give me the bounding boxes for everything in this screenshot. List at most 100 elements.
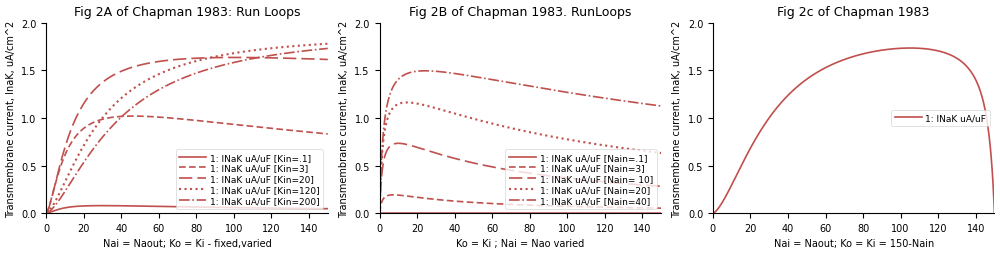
1: INaK uA/uF [Kin=120]: (150, 1.78): INaK uA/uF [Kin=120]: (150, 1.78) xyxy=(322,43,334,46)
Line: 1: INaK uA/uF [Kin=200]: 1: INaK uA/uF [Kin=200] xyxy=(46,49,328,213)
Title: Fig 2A of Chapman 1983: Run Loops: Fig 2A of Chapman 1983: Run Loops xyxy=(74,6,300,19)
1: INaK uA/uF [Kin=3]: (26.5, 0.965): INaK uA/uF [Kin=3]: (26.5, 0.965) xyxy=(90,120,102,123)
Line: 1: INaK uA/uF [Kin=120]: 1: INaK uA/uF [Kin=120] xyxy=(46,44,328,213)
Line: 1: INaK uA/uF [Nain=40]: 1: INaK uA/uF [Nain=40] xyxy=(380,72,661,213)
1: INaK uA/uF [Kin=3]: (46.1, 1.02): INaK uA/uF [Kin=3]: (46.1, 1.02) xyxy=(127,115,139,118)
1: INaK uA/uF: (88.4, 1.71): INaK uA/uF: (88.4, 1.71) xyxy=(873,50,885,53)
1: INaK uA/uF [Nain=.1]: (88.6, 0.000497): INaK uA/uF [Nain=.1]: (88.6, 0.000497) xyxy=(540,212,552,215)
1: INaK uA/uF [Nain=3]: (38.8, 0.129): INaK uA/uF [Nain=3]: (38.8, 0.129) xyxy=(446,200,458,203)
1: INaK uA/uF [Kin=200]: (100, 1.59): INaK uA/uF [Kin=200]: (100, 1.59) xyxy=(228,62,240,65)
1: INaK uA/uF [Kin=.1]: (150, 0.0471): INaK uA/uF [Kin=.1]: (150, 0.0471) xyxy=(322,207,334,210)
1: INaK uA/uF: (100, 1.73): INaK uA/uF: (100, 1.73) xyxy=(895,47,907,51)
1: INaK uA/uF [Nain=3]: (68.1, 0.0935): INaK uA/uF [Nain=3]: (68.1, 0.0935) xyxy=(501,203,513,206)
Line: 1: INaK uA/uF [Kin=20]: 1: INaK uA/uF [Kin=20] xyxy=(46,58,328,213)
1: INaK uA/uF [Kin=20]: (88.4, 1.63): INaK uA/uF [Kin=20]: (88.4, 1.63) xyxy=(206,57,218,60)
1: INaK uA/uF [Kin=120]: (88.4, 1.64): INaK uA/uF [Kin=120]: (88.4, 1.64) xyxy=(206,56,218,59)
1: INaK uA/uF [Nain=20]: (38.8, 1.05): INaK uA/uF [Nain=20]: (38.8, 1.05) xyxy=(446,112,458,115)
1: INaK uA/uF [Nain= 10]: (100, 0.368): INaK uA/uF [Nain= 10]: (100, 0.368) xyxy=(562,177,574,180)
1: INaK uA/uF [Kin=3]: (68.1, 0.997): INaK uA/uF [Kin=3]: (68.1, 0.997) xyxy=(168,117,180,120)
X-axis label: Nai = Naout; Ko = Ki - fixed,varied: Nai = Naout; Ko = Ki - fixed,varied xyxy=(103,239,271,248)
Line: 1: INaK uA/uF [Nain=3]: 1: INaK uA/uF [Nain=3] xyxy=(380,195,661,213)
1: INaK uA/uF [Nain=40]: (68.1, 1.38): INaK uA/uF [Nain=40]: (68.1, 1.38) xyxy=(501,82,513,85)
1: INaK uA/uF [Nain=3]: (26.8, 0.151): INaK uA/uF [Nain=3]: (26.8, 0.151) xyxy=(424,198,436,201)
Y-axis label: Transmembrane current, InaK, uA/cm^2: Transmembrane current, InaK, uA/cm^2 xyxy=(672,20,682,217)
1: INaK uA/uF [Kin=120]: (0, 0): INaK uA/uF [Kin=120]: (0, 0) xyxy=(40,212,52,215)
1: INaK uA/uF [Kin=20]: (150, 1.62): INaK uA/uF [Kin=20]: (150, 1.62) xyxy=(322,59,334,62)
X-axis label: Ko = Ki ; Nai = Nao varied: Ko = Ki ; Nai = Nao varied xyxy=(456,239,584,248)
1: INaK uA/uF [Kin=200]: (88.4, 1.53): INaK uA/uF [Kin=200]: (88.4, 1.53) xyxy=(206,67,218,70)
1: INaK uA/uF [Nain=40]: (26.8, 1.5): INaK uA/uF [Nain=40]: (26.8, 1.5) xyxy=(424,70,436,73)
Line: 1: INaK uA/uF [Kin=3]: 1: INaK uA/uF [Kin=3] xyxy=(46,117,328,213)
1: INaK uA/uF [Nain=20]: (100, 0.774): INaK uA/uF [Nain=20]: (100, 0.774) xyxy=(562,138,574,141)
1: INaK uA/uF [Kin=.1]: (88.6, 0.0618): INaK uA/uF [Kin=.1]: (88.6, 0.0618) xyxy=(207,206,219,209)
1: INaK uA/uF [Kin=200]: (67.9, 1.38): INaK uA/uF [Kin=200]: (67.9, 1.38) xyxy=(168,81,180,84)
1: INaK uA/uF [Nain=20]: (88.6, 0.817): INaK uA/uF [Nain=20]: (88.6, 0.817) xyxy=(540,134,552,137)
1: INaK uA/uF [Kin=120]: (100, 1.68): INaK uA/uF [Kin=120]: (100, 1.68) xyxy=(228,52,240,55)
1: INaK uA/uF: (0, 0): INaK uA/uF: (0, 0) xyxy=(707,212,719,215)
1: INaK uA/uF [Nain=20]: (68.1, 0.903): INaK uA/uF [Nain=20]: (68.1, 0.903) xyxy=(501,126,513,129)
1: INaK uA/uF [Kin=200]: (26.5, 0.714): INaK uA/uF [Kin=200]: (26.5, 0.714) xyxy=(90,144,102,147)
1: INaK uA/uF [Kin=.1]: (0, 0): INaK uA/uF [Kin=.1]: (0, 0) xyxy=(40,212,52,215)
1: INaK uA/uF: (38.6, 1.21): INaK uA/uF: (38.6, 1.21) xyxy=(779,97,791,100)
1: INaK uA/uF [Kin=20]: (26.5, 1.32): INaK uA/uF [Kin=20]: (26.5, 1.32) xyxy=(90,87,102,90)
1: INaK uA/uF [Kin=20]: (67.9, 1.61): INaK uA/uF [Kin=20]: (67.9, 1.61) xyxy=(168,59,180,62)
Legend: 1: INaK uA/uF [Kin=.1], 1: INaK uA/uF [Kin=3], 1: INaK uA/uF [Kin=20], 1: INaK u: 1: INaK uA/uF [Kin=.1], 1: INaK uA/uF [K… xyxy=(176,150,323,209)
Title: Fig 2B of Chapman 1983. RunLoops: Fig 2B of Chapman 1983. RunLoops xyxy=(409,6,632,19)
1: INaK uA/uF [Kin=20]: (113, 1.63): INaK uA/uF [Kin=20]: (113, 1.63) xyxy=(253,57,265,60)
1: INaK uA/uF [Kin=20]: (0, 0): INaK uA/uF [Kin=20]: (0, 0) xyxy=(40,212,52,215)
1: INaK uA/uF [Nain=.1]: (68.1, 0.000598): INaK uA/uF [Nain=.1]: (68.1, 0.000598) xyxy=(501,212,513,215)
1: INaK uA/uF [Nain=20]: (26.8, 1.12): INaK uA/uF [Nain=20]: (26.8, 1.12) xyxy=(424,106,436,109)
1: INaK uA/uF [Kin=200]: (150, 1.73): INaK uA/uF [Kin=200]: (150, 1.73) xyxy=(322,48,334,51)
Line: 1: INaK uA/uF [Nain= 10]: 1: INaK uA/uF [Nain= 10] xyxy=(380,144,661,213)
1: INaK uA/uF [Nain= 10]: (0, 0): INaK uA/uF [Nain= 10]: (0, 0) xyxy=(374,212,386,215)
Title: Fig 2c of Chapman 1983: Fig 2c of Chapman 1983 xyxy=(777,6,930,19)
1: INaK uA/uF [Nain=3]: (7.26, 0.193): INaK uA/uF [Nain=3]: (7.26, 0.193) xyxy=(387,194,399,197)
1: INaK uA/uF [Nain= 10]: (26.8, 0.651): INaK uA/uF [Nain= 10]: (26.8, 0.651) xyxy=(424,150,436,153)
1: INaK uA/uF [Kin=200]: (38.6, 0.983): INaK uA/uF [Kin=200]: (38.6, 0.983) xyxy=(113,119,125,122)
1: INaK uA/uF [Nain= 10]: (10, 0.734): INaK uA/uF [Nain= 10]: (10, 0.734) xyxy=(392,142,404,145)
1: INaK uA/uF [Nain=3]: (100, 0.0717): INaK uA/uF [Nain=3]: (100, 0.0717) xyxy=(562,205,574,208)
1: INaK uA/uF [Nain=20]: (113, 0.732): INaK uA/uF [Nain=20]: (113, 0.732) xyxy=(586,142,598,146)
1: INaK uA/uF [Nain=3]: (88.6, 0.0784): INaK uA/uF [Nain=3]: (88.6, 0.0784) xyxy=(540,204,552,208)
Line: 1: INaK uA/uF [Kin=.1]: 1: INaK uA/uF [Kin=.1] xyxy=(46,206,328,213)
1: INaK uA/uF [Nain= 10]: (68.1, 0.457): INaK uA/uF [Nain= 10]: (68.1, 0.457) xyxy=(501,168,513,171)
1: INaK uA/uF [Kin=.1]: (113, 0.055): INaK uA/uF [Kin=.1]: (113, 0.055) xyxy=(253,207,265,210)
1: INaK uA/uF [Nain=20]: (150, 0.633): INaK uA/uF [Nain=20]: (150, 0.633) xyxy=(655,152,667,155)
1: INaK uA/uF [Nain=40]: (24.3, 1.5): INaK uA/uF [Nain=40]: (24.3, 1.5) xyxy=(419,70,431,73)
1: INaK uA/uF [Nain= 10]: (88.6, 0.396): INaK uA/uF [Nain= 10]: (88.6, 0.396) xyxy=(540,174,552,177)
1: INaK uA/uF [Nain=.1]: (0, 0): INaK uA/uF [Nain=.1]: (0, 0) xyxy=(374,212,386,215)
Legend: 1: INaK uA/uF: 1: INaK uA/uF xyxy=(891,110,990,127)
X-axis label: Nai = Naout; Ko = Ki = 150-Nain: Nai = Naout; Ko = Ki = 150-Nain xyxy=(774,239,934,248)
Line: 1: INaK uA/uF [Nain=20]: 1: INaK uA/uF [Nain=20] xyxy=(380,103,661,213)
1: INaK uA/uF [Nain=40]: (113, 1.23): INaK uA/uF [Nain=40]: (113, 1.23) xyxy=(586,95,598,98)
1: INaK uA/uF [Nain= 10]: (150, 0.283): INaK uA/uF [Nain= 10]: (150, 0.283) xyxy=(655,185,667,188)
1: INaK uA/uF [Kin=3]: (150, 0.833): INaK uA/uF [Kin=3]: (150, 0.833) xyxy=(322,133,334,136)
1: INaK uA/uF [Kin=3]: (100, 0.932): INaK uA/uF [Kin=3]: (100, 0.932) xyxy=(229,123,241,126)
1: INaK uA/uF [Kin=3]: (88.6, 0.957): INaK uA/uF [Kin=3]: (88.6, 0.957) xyxy=(207,121,219,124)
1: INaK uA/uF [Nain=3]: (150, 0.0528): INaK uA/uF [Nain=3]: (150, 0.0528) xyxy=(655,207,667,210)
1: INaK uA/uF [Nain=20]: (14.5, 1.16): INaK uA/uF [Nain=20]: (14.5, 1.16) xyxy=(401,102,413,105)
1: INaK uA/uF [Kin=.1]: (68.1, 0.0684): INaK uA/uF [Kin=.1]: (68.1, 0.0684) xyxy=(168,205,180,208)
1: INaK uA/uF [Nain=.1]: (26.8, 0.001): INaK uA/uF [Nain=.1]: (26.8, 0.001) xyxy=(424,212,436,215)
Line: 1: INaK uA/uF: 1: INaK uA/uF xyxy=(713,49,994,213)
1: INaK uA/uF [Nain=40]: (88.6, 1.31): INaK uA/uF [Nain=40]: (88.6, 1.31) xyxy=(540,88,552,91)
1: INaK uA/uF [Kin=.1]: (38.8, 0.078): INaK uA/uF [Kin=.1]: (38.8, 0.078) xyxy=(113,204,125,208)
1: INaK uA/uF [Kin=.1]: (30.1, 0.0793): INaK uA/uF [Kin=.1]: (30.1, 0.0793) xyxy=(97,204,109,207)
1: INaK uA/uF [Kin=20]: (38.6, 1.48): INaK uA/uF [Kin=20]: (38.6, 1.48) xyxy=(113,72,125,75)
1: INaK uA/uF [Nain=40]: (38.8, 1.47): INaK uA/uF [Nain=40]: (38.8, 1.47) xyxy=(446,72,458,75)
1: INaK uA/uF [Kin=200]: (0, 0): INaK uA/uF [Kin=200]: (0, 0) xyxy=(40,212,52,215)
1: INaK uA/uF: (113, 1.73): INaK uA/uF: (113, 1.73) xyxy=(919,48,931,51)
1: INaK uA/uF [Kin=20]: (101, 1.64): INaK uA/uF [Kin=20]: (101, 1.64) xyxy=(229,57,241,60)
1: INaK uA/uF [Kin=120]: (113, 1.72): INaK uA/uF [Kin=120]: (113, 1.72) xyxy=(252,49,264,52)
1: INaK uA/uF: (150, 0): INaK uA/uF: (150, 0) xyxy=(988,212,1000,215)
1: INaK uA/uF [Kin=120]: (38.6, 1.18): INaK uA/uF [Kin=120]: (38.6, 1.18) xyxy=(113,100,125,103)
1: INaK uA/uF [Kin=.1]: (100, 0.0584): INaK uA/uF [Kin=.1]: (100, 0.0584) xyxy=(229,206,241,209)
Y-axis label: Transmembrane current, InaK, uA/cm^2: Transmembrane current, InaK, uA/cm^2 xyxy=(6,20,16,217)
1: INaK uA/uF [Nain=.1]: (150, 0.00033): INaK uA/uF [Nain=.1]: (150, 0.00033) xyxy=(655,212,667,215)
1: INaK uA/uF [Nain=3]: (113, 0.0657): INaK uA/uF [Nain=3]: (113, 0.0657) xyxy=(586,205,598,209)
Y-axis label: Transmembrane current, InaK, uA/cm^2: Transmembrane current, InaK, uA/cm^2 xyxy=(339,20,349,217)
1: INaK uA/uF [Nain=20]: (0, 0): INaK uA/uF [Nain=20]: (0, 0) xyxy=(374,212,386,215)
1: INaK uA/uF [Nain=3]: (0, 0): INaK uA/uF [Nain=3]: (0, 0) xyxy=(374,212,386,215)
1: INaK uA/uF [Kin=.1]: (26.5, 0.079): INaK uA/uF [Kin=.1]: (26.5, 0.079) xyxy=(90,204,102,207)
Legend: 1: INaK uA/uF [Nain=.1], 1: INaK uA/uF [Nain=3], 1: INaK uA/uF [Nain= 10], 1: IN: 1: INaK uA/uF [Nain=.1], 1: INaK uA/uF [… xyxy=(505,150,657,209)
